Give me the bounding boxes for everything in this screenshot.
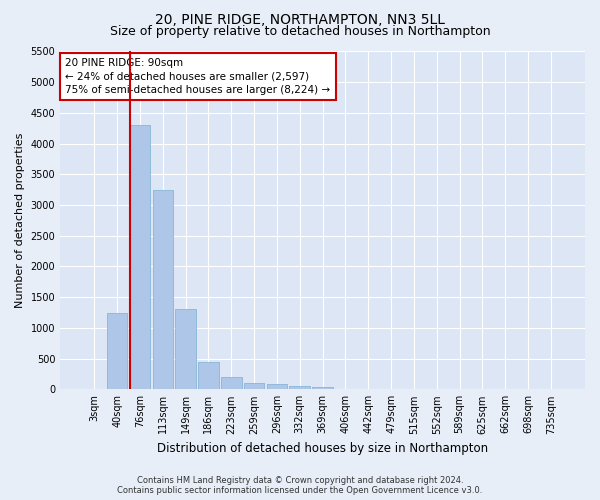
Bar xyxy=(152,190,173,390)
Text: Contains HM Land Registry data © Crown copyright and database right 2024.
Contai: Contains HM Land Registry data © Crown c… xyxy=(118,476,482,495)
Bar xyxy=(244,383,265,390)
Bar xyxy=(107,312,127,390)
Text: Size of property relative to detached houses in Northampton: Size of property relative to detached ho… xyxy=(110,25,490,38)
Bar xyxy=(198,362,219,390)
Y-axis label: Number of detached properties: Number of detached properties xyxy=(15,132,25,308)
Bar xyxy=(175,310,196,390)
Bar xyxy=(130,125,150,390)
Text: 20, PINE RIDGE, NORTHAMPTON, NN3 5LL: 20, PINE RIDGE, NORTHAMPTON, NN3 5LL xyxy=(155,12,445,26)
Bar xyxy=(289,386,310,390)
Bar xyxy=(313,388,333,390)
Bar xyxy=(221,377,242,390)
X-axis label: Distribution of detached houses by size in Northampton: Distribution of detached houses by size … xyxy=(157,442,488,455)
Text: 20 PINE RIDGE: 90sqm
← 24% of detached houses are smaller (2,597)
75% of semi-de: 20 PINE RIDGE: 90sqm ← 24% of detached h… xyxy=(65,58,331,94)
Bar xyxy=(266,384,287,390)
